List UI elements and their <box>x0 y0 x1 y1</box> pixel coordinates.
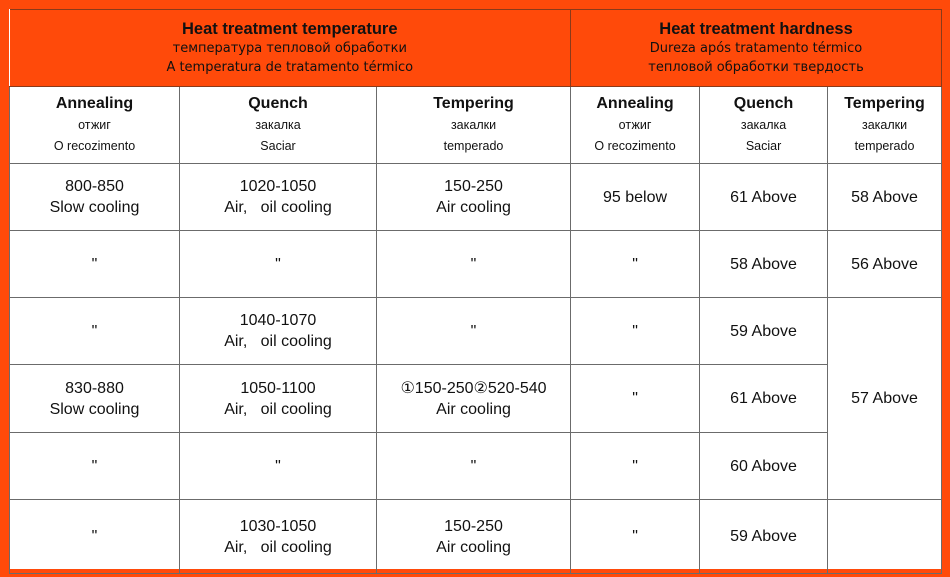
col-label-en: Tempering <box>433 95 514 112</box>
cell-hardness-annealing: " <box>570 297 701 365</box>
hardness-title-pt: Dureza após tratamento térmico <box>649 41 863 56</box>
cell-hardness-tempering: 58 Above <box>827 163 943 231</box>
col-label-en: Annealing <box>55 95 134 112</box>
col-label-en: Quench <box>248 95 308 112</box>
col-label-pt: temperado <box>854 139 915 153</box>
cell-annealing: 800-850 Slow cooling <box>9 163 180 231</box>
table-row: 830-880 Slow cooling 1050-1100 Air, oil … <box>9 364 942 433</box>
cell-annealing: " <box>9 230 180 298</box>
col-label-ru: закалки <box>861 118 908 132</box>
temperature-title-ru: температура тепловой обработки <box>172 41 407 56</box>
temperature-title-pt: A temperatura de tratamento térmico <box>166 60 414 75</box>
col-label-ru: отжиг <box>78 118 111 132</box>
col-label-ru: закалки <box>450 118 497 132</box>
col-header-quench: Quench закалка Saciar <box>179 86 377 164</box>
col-label-pt: O recozimento <box>594 139 676 153</box>
cell-hardness-tempering-merged: 57 Above <box>827 297 943 500</box>
cell-tempering: 150-250 Air cooling <box>375 163 572 231</box>
cell-hardness-tempering: 56 Above <box>827 230 943 298</box>
cell-hardness-quench: 59 Above <box>699 499 829 574</box>
cell-hardness-tempering <box>827 499 943 574</box>
cell-hardness-annealing: " <box>570 432 701 500</box>
group-header-row: Heat treatment temperature температура т… <box>9 9 943 87</box>
table-row: " " " " 60 Above <box>9 432 942 500</box>
cell-quench: " <box>179 230 377 298</box>
col-label-en: Tempering <box>844 95 925 112</box>
cell-tempering: ①150-250②520-540 Air cooling <box>375 364 572 433</box>
cell-tempering: " <box>375 432 572 500</box>
table-row: " 1040-1070 Air, oil cooling " " 59 Abov… <box>9 297 943 500</box>
cell-quench: " <box>179 432 377 500</box>
cell-tempering: " <box>375 230 572 298</box>
cell-hardness-quench: 61 Above <box>699 163 829 231</box>
col-header-hardness-tempering: Tempering закалки temperado <box>827 86 943 164</box>
cell-hardness-annealing: " <box>570 364 701 433</box>
cell-quench: 1020-1050 Air, oil cooling <box>179 163 377 231</box>
cell-annealing: 830-880 Slow cooling <box>9 364 180 433</box>
col-label-pt: O recozimento <box>53 139 136 153</box>
col-label-ru: закалка <box>740 118 787 132</box>
cell-annealing: " <box>9 432 180 500</box>
cell-tempering: 150-250 Air cooling <box>375 499 572 574</box>
col-header-hardness-quench: Quench закалка Saciar <box>699 86 829 164</box>
hardness-title-ru: тепловой обработки твердость <box>648 60 864 75</box>
heat-treatment-table-frame: Heat treatment temperature температура т… <box>9 9 943 574</box>
cell-annealing: " <box>9 499 180 574</box>
col-label-en: Annealing <box>596 95 674 112</box>
cell-hardness-annealing: " <box>570 499 701 574</box>
cell-quench: 1050-1100 Air, oil cooling <box>179 364 377 433</box>
col-header-annealing: Annealing отжиг O recozimento <box>9 86 180 164</box>
col-header-hardness-annealing: Annealing отжиг O recozimento <box>570 86 701 164</box>
column-header-row: Annealing отжиг O recozimento Quench зак… <box>9 86 943 164</box>
cell-quench: 1040-1070 Air, oil cooling <box>179 297 377 365</box>
cell-hardness-annealing: " <box>570 230 701 298</box>
cell-hardness-quench: 59 Above <box>699 297 829 365</box>
col-label-pt: Saciar <box>260 139 296 153</box>
table-row: 800-850 Slow cooling 1020-1050 Air, oil … <box>9 163 943 231</box>
cell-hardness-annealing: 95 below <box>570 163 701 231</box>
cell-hardness-quench: 60 Above <box>699 432 829 500</box>
col-label-pt: Saciar <box>745 139 782 153</box>
col-label-ru: закалка <box>255 118 301 132</box>
table-row: " 1030-1050 Air, oil cooling 150-250 Air… <box>9 499 943 574</box>
cell-annealing: " <box>9 297 180 365</box>
col-label-ru: отжиг <box>618 118 652 132</box>
hardness-group-header: Heat treatment hardness Dureza após trat… <box>570 9 943 87</box>
cell-hardness-quench: 58 Above <box>699 230 829 298</box>
temperature-group-header: Heat treatment temperature температура т… <box>9 9 572 87</box>
col-label-en: Quench <box>733 95 794 112</box>
cell-tempering: " <box>375 297 572 365</box>
col-label-pt: temperado <box>443 139 504 153</box>
hardness-title: Heat treatment hardness <box>659 20 853 38</box>
table-row: " " " " 58 Above 56 Above <box>9 230 943 298</box>
col-header-tempering: Tempering закалки temperado <box>375 86 572 164</box>
heat-treatment-table: Heat treatment temperature температура т… <box>9 9 943 574</box>
cell-hardness-quench: 61 Above <box>699 364 829 433</box>
cell-quench: 1030-1050 Air, oil cooling <box>179 499 377 574</box>
temperature-title: Heat treatment temperature <box>182 20 398 38</box>
